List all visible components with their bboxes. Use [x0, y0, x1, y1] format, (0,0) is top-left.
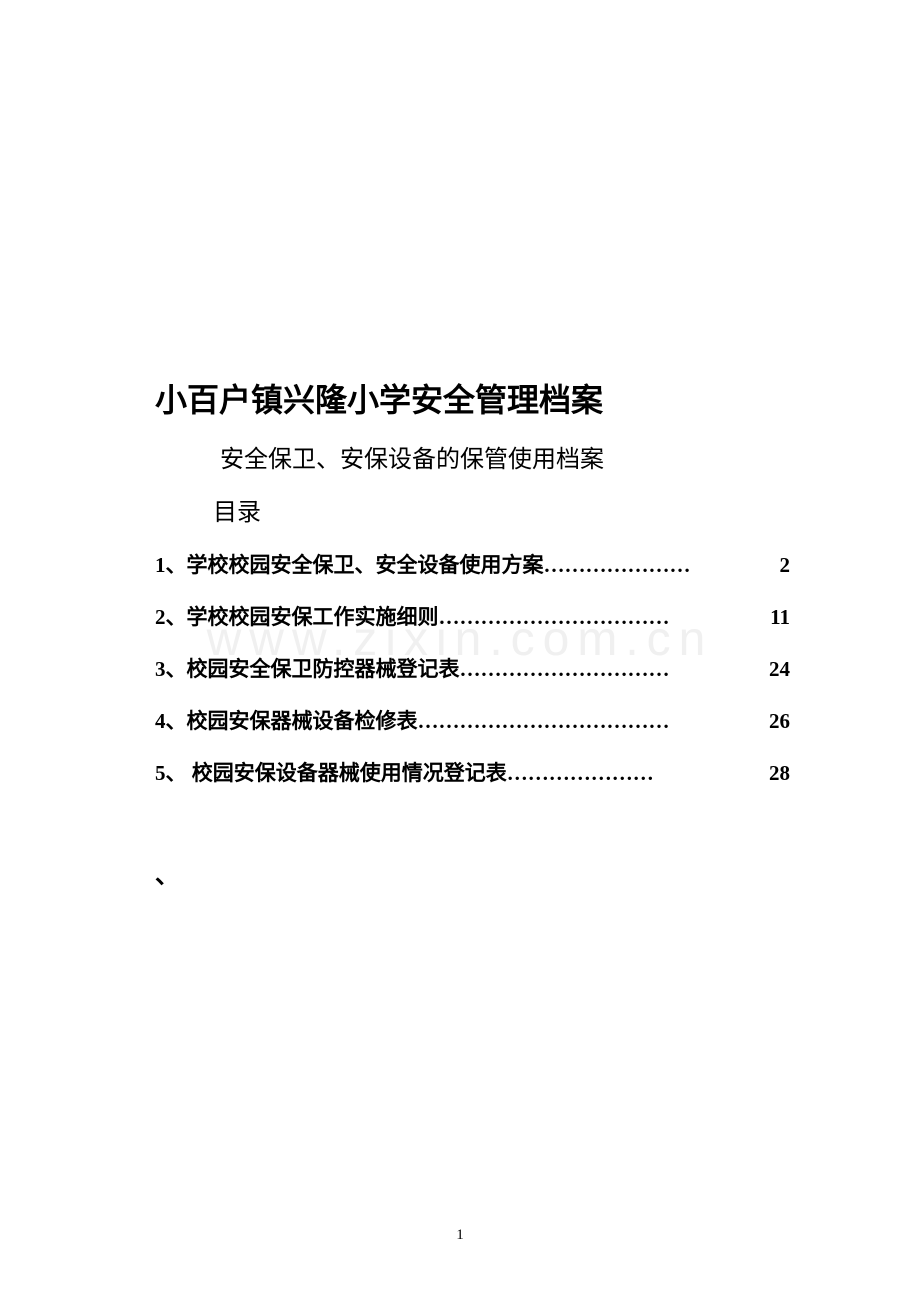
toc-entry-text: 4、校园安保器械设备检修表 — [155, 705, 418, 735]
toc-entry-text: 2、学校校园安保工作实施细则 — [155, 601, 439, 631]
toc-entry-text: 1、学校校园安全保卫、安全设备使用方案 — [155, 549, 544, 579]
toc-page-number: 26 — [765, 709, 790, 734]
toc-dots: ………………… — [507, 761, 765, 786]
toc-page-number: 28 — [765, 761, 790, 786]
stray-punctuation: 、 — [155, 855, 179, 890]
toc-page-number: 24 — [765, 657, 790, 682]
main-title: 小百户镇兴隆小学安全管理档案 — [155, 375, 790, 421]
toc-dots: …………………………… — [439, 605, 767, 630]
toc-dots: ……………………………… — [418, 709, 766, 734]
document-content: 小百户镇兴隆小学安全管理档案 安全保卫、安保设备的保管使用档案 目录 1、学校校… — [0, 0, 920, 787]
toc-entry: 2、学校校园安保工作实施细则…………………………… 11 — [155, 601, 790, 631]
toc-entry: 1、学校校园安全保卫、安全设备使用方案…………………2 — [155, 549, 790, 579]
toc-dots: ………………………… — [460, 657, 766, 682]
toc-dots: ………………… — [544, 553, 776, 578]
toc-entry: 4、校园安保器械设备检修表……………………………… 26 — [155, 705, 790, 735]
page-number: 1 — [456, 1227, 464, 1244]
toc-page-number: 11 — [766, 605, 790, 630]
toc-label: 目录 — [213, 492, 790, 527]
subtitle: 安全保卫、安保设备的保管使用档案 — [220, 439, 790, 474]
toc-entry: 5、 校园安保设备器械使用情况登记表………………… 28 — [155, 757, 790, 787]
toc-entry: 3、校园安全保卫防控器械登记表………………………… 24 — [155, 653, 790, 683]
toc-entry-text: 5、 校园安保设备器械使用情况登记表 — [155, 757, 507, 787]
toc-page-number: 2 — [776, 553, 791, 578]
toc-entry-text: 3、校园安全保卫防控器械登记表 — [155, 653, 460, 683]
